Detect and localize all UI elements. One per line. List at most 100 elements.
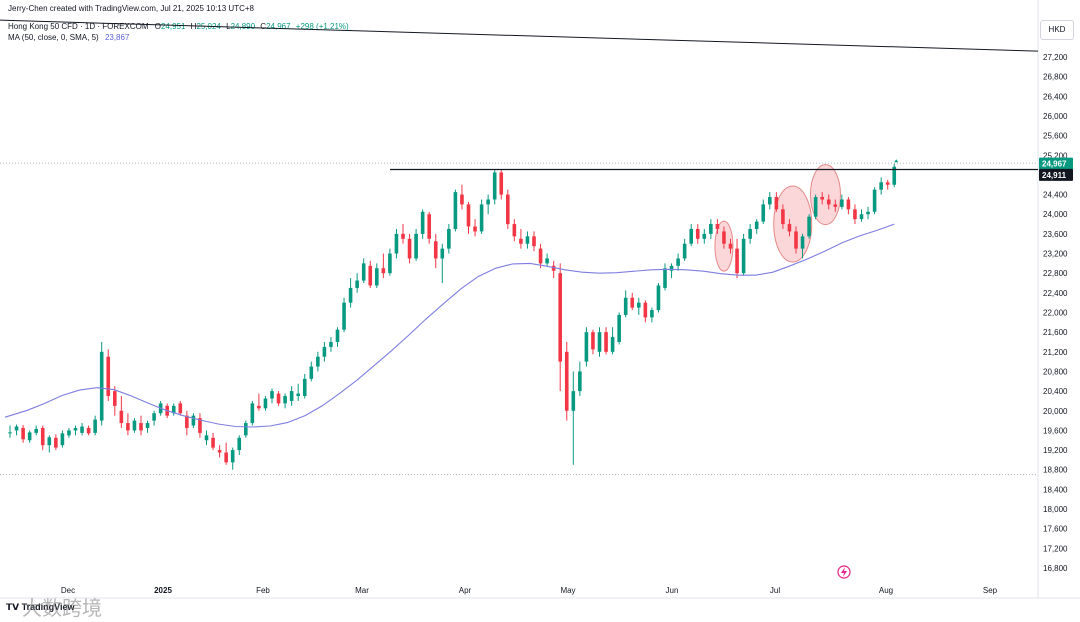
candle-body [414, 233, 418, 259]
candle-body [368, 265, 373, 286]
candle-body [669, 265, 674, 271]
candle-body [623, 297, 628, 315]
price-axis[interactable]: 27,20026,80026,40026,00025,60025,20024,8… [1043, 53, 1068, 573]
candle-body [132, 420, 137, 431]
candle-body [237, 437, 242, 451]
candle-body [512, 224, 517, 237]
candle-body [558, 273, 562, 362]
ma-legend[interactable]: MA (50, close, 0, SMA, 5) 23,867 [8, 33, 129, 42]
candle-body [47, 437, 52, 446]
price-tick-label: 26,400 [1043, 92, 1068, 101]
price-tick-label: 21,200 [1043, 348, 1068, 357]
price-label: 24,967 [1042, 160, 1067, 169]
tradingview-logo[interactable]: 𝗧𝗩 TradingView [6, 602, 74, 613]
candle-body [433, 241, 438, 259]
candle-body [466, 204, 471, 227]
ma-value: 23,867 [104, 33, 130, 42]
candle-body [748, 228, 752, 239]
candle-body [486, 199, 490, 205]
candle-body [597, 332, 602, 352]
candle-body [637, 302, 641, 308]
candle-body [263, 398, 268, 409]
candle-body [787, 224, 792, 232]
candle-body [885, 182, 890, 185]
candle-body [551, 265, 556, 271]
candle-body [145, 423, 150, 428]
candle-body [479, 204, 484, 232]
candle-body [813, 197, 818, 217]
candle-body [519, 238, 523, 244]
candle-body [185, 415, 189, 428]
low-value: 24,890 [230, 22, 256, 31]
price-tick-label: 18,800 [1043, 466, 1068, 475]
time-tick-label: Feb [256, 586, 270, 595]
candle-body [571, 391, 576, 411]
candle-body [8, 432, 12, 434]
candle-body [289, 391, 294, 401]
price-label-bg [1039, 157, 1073, 170]
price-tick-label: 24,000 [1043, 210, 1068, 219]
candle-body [584, 332, 589, 362]
price-tick-label: 18,400 [1043, 485, 1068, 494]
time-tick-label: Jun [666, 586, 679, 595]
candle-body [375, 268, 379, 286]
candle-body [270, 391, 274, 399]
candle-body [276, 393, 281, 404]
candle-body [715, 224, 720, 229]
time-tick-label: Jul [770, 586, 780, 595]
candle-body [630, 297, 635, 308]
price-tick-label: 19,200 [1043, 446, 1068, 455]
candle-body [761, 204, 766, 222]
candle-body [722, 231, 726, 244]
candle-body [106, 356, 111, 397]
candle-body [604, 332, 608, 352]
candle-body [21, 427, 25, 440]
candle-body [473, 226, 477, 232]
symbol-name[interactable]: Hong Kong 50 CFD · 1D · FOREXCOM [8, 22, 149, 31]
candle-body [728, 243, 733, 249]
candle-body [309, 366, 314, 379]
price-tick-label: 25,600 [1043, 132, 1068, 141]
candle-body [656, 285, 661, 311]
tv-logo-mark: 𝗧𝗩 [6, 602, 22, 612]
candle-body [453, 192, 458, 229]
candle-body [40, 427, 45, 446]
currency-button[interactable]: HKD [1040, 20, 1074, 40]
price-tick-label: 18,000 [1043, 505, 1068, 514]
candle-body [676, 258, 680, 266]
dotted-levels [0, 162, 1038, 476]
price-tick-label: 23,200 [1043, 250, 1068, 259]
time-axis[interactable]: Dec 2025 Feb Mar Apr May Jun Jul Aug Sep [61, 586, 998, 595]
price-tick-label: 20,800 [1043, 367, 1068, 376]
candle-body [741, 238, 746, 274]
candle-body [879, 182, 883, 190]
time-tick-label: Aug [879, 586, 893, 595]
candle-body [709, 224, 713, 234]
candle-body [67, 430, 71, 436]
price-tick-label: 16,800 [1043, 564, 1068, 573]
candle-body [401, 233, 405, 239]
overlay-lines [0, 19, 1039, 428]
candle-body [191, 415, 196, 426]
price-tick-label: 17,200 [1043, 544, 1068, 553]
price-tick-label: 27,200 [1043, 53, 1068, 62]
candle-body [754, 221, 759, 229]
candle-body [833, 204, 838, 207]
close-value: 24,967 [266, 22, 291, 31]
candle-body [139, 423, 143, 431]
candle-body [689, 228, 693, 244]
change-value: +298 (+1.21%) [295, 22, 349, 31]
candle-body [650, 310, 654, 318]
candle-body [283, 396, 287, 404]
ma-label[interactable]: MA (50, close, 0, SMA, 5) [8, 33, 99, 42]
candle-body [93, 419, 97, 433]
candle-body [86, 427, 91, 434]
candle-body [840, 199, 844, 207]
last-price-marker [894, 159, 899, 163]
price-labels: 24,967 24,911 [1039, 157, 1073, 181]
bolt-icon[interactable] [837, 565, 851, 579]
tradingview-wordmark: TradingView [21, 602, 75, 612]
price-tick-label: 26,800 [1043, 73, 1068, 82]
watermark: 大数跨境 [22, 596, 102, 620]
